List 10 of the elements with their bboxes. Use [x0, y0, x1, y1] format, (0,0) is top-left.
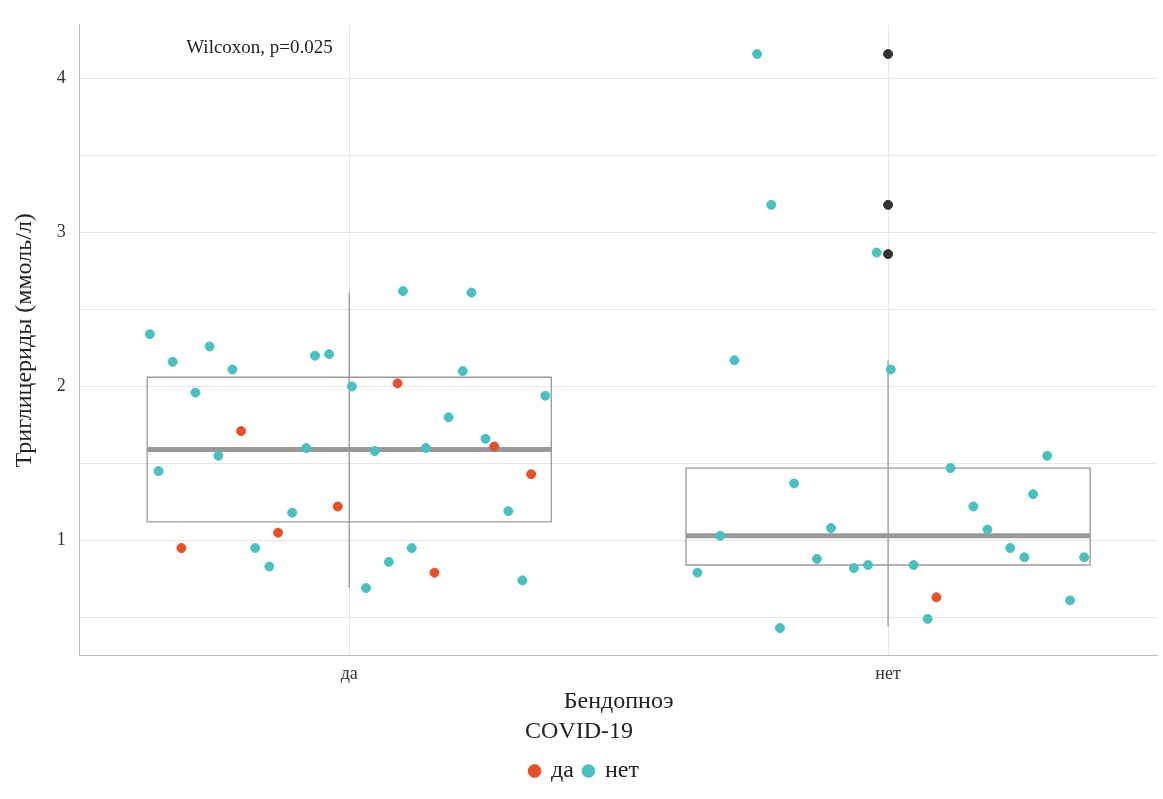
legend-label: нет	[604, 756, 640, 783]
y-tick-label: 1	[56, 529, 66, 550]
annotation: Wilcoxon, p=0.025	[186, 36, 333, 58]
y-axis-title: Триглицериды (ммоль/л)	[9, 213, 36, 468]
y-tick-label: 4	[56, 67, 66, 88]
x-axis-title: Бендопноэ	[563, 687, 674, 714]
y-tick-label: 3	[56, 221, 66, 242]
y-tick-label: 2	[56, 375, 66, 396]
legend-label: да	[551, 756, 575, 783]
legend-title: COVID-19	[525, 717, 634, 744]
